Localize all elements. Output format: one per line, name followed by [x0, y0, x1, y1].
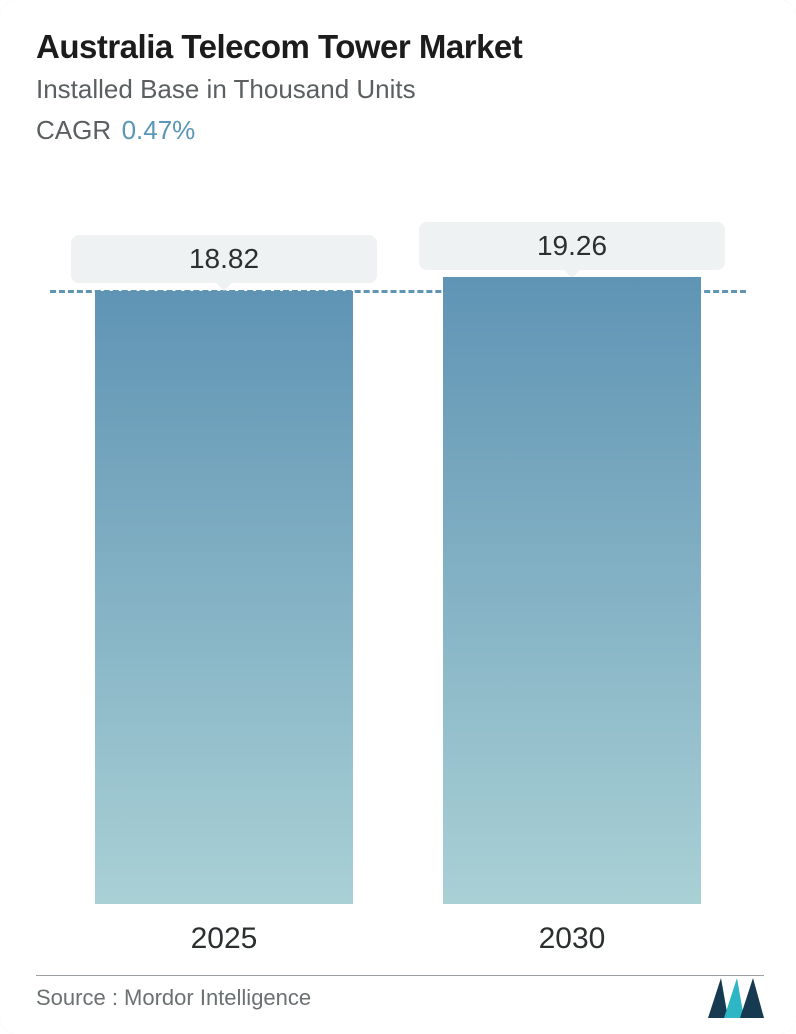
chart-footer: Source : Mordor Intelligence: [0, 970, 796, 1034]
chart-area: 18.82 19.26: [0, 200, 796, 904]
brand-logo-icon: [708, 978, 764, 1018]
chart-card: Australia Telecom Tower Market Installed…: [0, 0, 796, 1034]
x-label-1: 2030: [419, 922, 725, 956]
logo-shape-1: [708, 978, 728, 1018]
value-bubble-1: 19.26: [419, 222, 725, 270]
cagr-row: CAGR 0.47%: [36, 115, 760, 146]
bar-group-0: 18.82: [71, 200, 377, 904]
logo-shape-2: [724, 978, 744, 1018]
chart-subtitle: Installed Base in Thousand Units: [36, 74, 760, 105]
cagr-label: CAGR: [36, 115, 111, 145]
bar-0: [95, 291, 352, 904]
bar-group-1: 19.26: [419, 200, 725, 904]
value-label-1: 19.26: [537, 230, 607, 261]
logo-shape-3: [740, 978, 764, 1018]
chart-header: Australia Telecom Tower Market Installed…: [0, 0, 796, 146]
cagr-value: 0.47%: [122, 115, 196, 145]
x-axis-labels: 2025 2030: [50, 922, 746, 956]
value-label-0: 18.82: [189, 243, 259, 274]
value-bubble-0: 18.82: [71, 235, 377, 283]
bars-container: 18.82 19.26: [50, 200, 746, 904]
x-label-0: 2025: [71, 922, 377, 956]
bar-1: [443, 277, 700, 904]
chart-title: Australia Telecom Tower Market: [36, 28, 760, 66]
source-text: Source : Mordor Intelligence: [36, 985, 311, 1011]
